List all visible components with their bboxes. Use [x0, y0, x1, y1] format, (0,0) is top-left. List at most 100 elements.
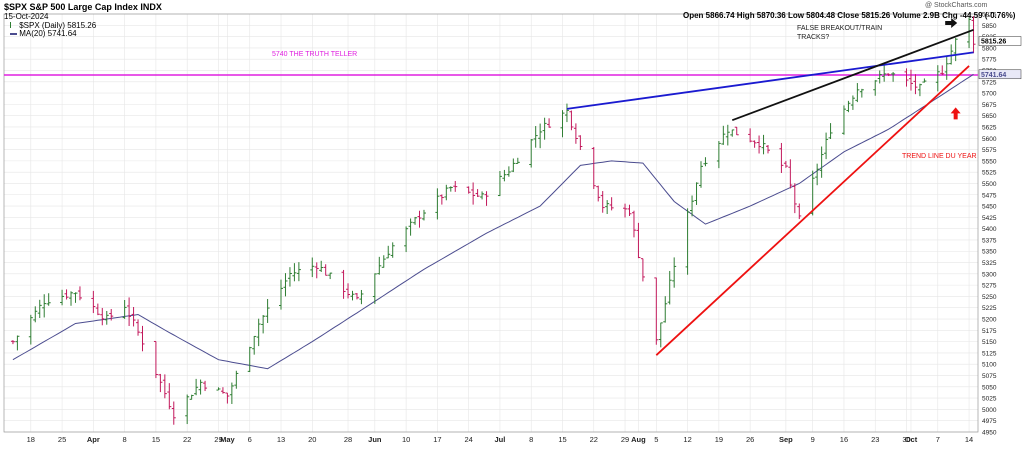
ohlc-bar — [917, 83, 922, 97]
ohlc-bar — [631, 210, 636, 238]
ohlc-bar — [484, 191, 489, 206]
ohlc-bar — [502, 169, 507, 182]
x-tick-label: Jul — [495, 435, 506, 444]
ohlc-bar — [140, 325, 145, 352]
ohlc-bar — [319, 260, 324, 272]
ohlc-bar — [377, 256, 382, 275]
y-tick-label: 5550 — [982, 158, 997, 165]
x-tick-label: 22 — [183, 435, 191, 444]
ohlc-bar — [283, 273, 288, 297]
x-tick-label: 13 — [277, 435, 285, 444]
last-price-tag: 5815.26 — [981, 38, 1006, 45]
ohlc-bar — [203, 380, 208, 392]
ohlc-bar — [725, 124, 730, 146]
ohlc-bar — [216, 387, 221, 391]
ohlc-bar — [690, 195, 695, 217]
y-tick-label: 5050 — [982, 384, 997, 391]
plot-frame — [3, 13, 979, 433]
ohlc-bar — [444, 184, 449, 201]
ohlc-bar — [627, 204, 632, 217]
x-tick-label: 15 — [558, 435, 566, 444]
x-tick-label: 16 — [840, 435, 848, 444]
ohlc-bar — [287, 267, 292, 287]
ohlc-bar — [891, 71, 896, 82]
ohlc-bar — [314, 262, 319, 279]
x-tick-label: 30 — [902, 435, 910, 444]
black-right-arrow — [945, 18, 958, 29]
ohlc-bar — [122, 300, 127, 319]
ohlc-bar — [453, 180, 458, 192]
ohlc-bar — [261, 315, 266, 334]
x-tick-label: 5 — [654, 435, 658, 444]
x-tick-label: Apr — [87, 435, 100, 444]
x-tick-label: Aug — [631, 435, 646, 444]
ma-price-tag: 5741.64 — [981, 72, 1006, 79]
y-tick-label: 5175 — [982, 328, 997, 335]
ohlc-bar — [153, 340, 158, 379]
y-tick-label: 5250 — [982, 294, 997, 301]
y-tick-label: 5000 — [982, 407, 997, 414]
ohlc-bar — [757, 135, 762, 154]
ohlc-bar — [296, 262, 301, 282]
y-tick-label: 5625 — [982, 124, 997, 131]
ohlc-bar — [37, 299, 42, 318]
ohlc-bar — [466, 186, 471, 194]
ohlc-bar — [748, 128, 753, 143]
ohlc-bar — [564, 103, 569, 123]
ohlc-bar — [158, 373, 163, 393]
x-tick-label: 25 — [58, 435, 66, 444]
last-price-tag-box — [978, 36, 1022, 46]
y-tick-label: 5775 — [982, 57, 997, 64]
x-tick-label: 7 — [936, 435, 940, 444]
ohlc-bar — [841, 105, 846, 135]
ohlc-bar — [788, 159, 793, 189]
x-tick-label: 17 — [433, 435, 441, 444]
x-tick-label: 26 — [746, 435, 754, 444]
ohlc-bar — [475, 189, 480, 197]
ohlc-bar — [346, 283, 351, 299]
ohlc-bar — [328, 272, 333, 280]
ohlc-bar — [783, 160, 788, 168]
symbol-title: $SPX S&P 500 Large Cap Index INDX — [4, 2, 162, 12]
y-tick-label: 5225 — [982, 305, 997, 312]
ohlc-bar — [229, 382, 234, 404]
y-tick-label: 5200 — [982, 317, 997, 324]
ohlc-bar — [698, 161, 703, 188]
ohlc-bar — [591, 146, 596, 190]
legend-price-label: $SPX (Daily) 5815.26 — [19, 21, 97, 30]
ohlc-bar — [279, 279, 284, 310]
truth-teller-label: 5740 THE TRUTH TELLER — [272, 51, 357, 58]
y-tick-label: 5525 — [982, 170, 997, 177]
ohlc-bar — [64, 289, 69, 300]
y-tick-label: 5575 — [982, 147, 997, 154]
ohlc-bar — [797, 203, 802, 220]
ohlc-bar — [779, 142, 784, 174]
ohlc-bar — [882, 64, 887, 82]
x-tick-label: Sep — [779, 435, 793, 444]
ohlc-bar — [225, 392, 230, 404]
ohlc-bar — [873, 80, 878, 96]
x-tick-label: 14 — [965, 435, 973, 444]
ohlc-bar — [189, 394, 194, 400]
y-tick-label: 5700 — [982, 91, 997, 98]
ohlc-bar — [623, 203, 628, 218]
ohlc-bar — [435, 188, 440, 220]
ohlc-bar — [417, 210, 422, 228]
ohlc-bar — [730, 129, 735, 137]
ohlc-bar — [256, 318, 261, 347]
ohlc-bar — [694, 182, 699, 205]
ohlc-bar — [194, 378, 199, 396]
ohlc-bar — [341, 269, 346, 299]
false-breakout-label: FALSE BREAKOUT/TRAIN TRACKS? — [797, 25, 882, 41]
blue-trend-line — [566, 51, 974, 110]
ohlc-bar — [824, 132, 829, 160]
ohlc-bar — [292, 263, 297, 282]
ohlc-bar — [734, 126, 739, 136]
ohlc-bar — [480, 191, 485, 200]
ohlc-bar — [815, 163, 820, 186]
ohlc-bar — [28, 314, 33, 345]
ohlc-bar — [15, 335, 20, 351]
ohlc-bar — [703, 157, 708, 167]
y-tick-label: 5650 — [982, 113, 997, 120]
